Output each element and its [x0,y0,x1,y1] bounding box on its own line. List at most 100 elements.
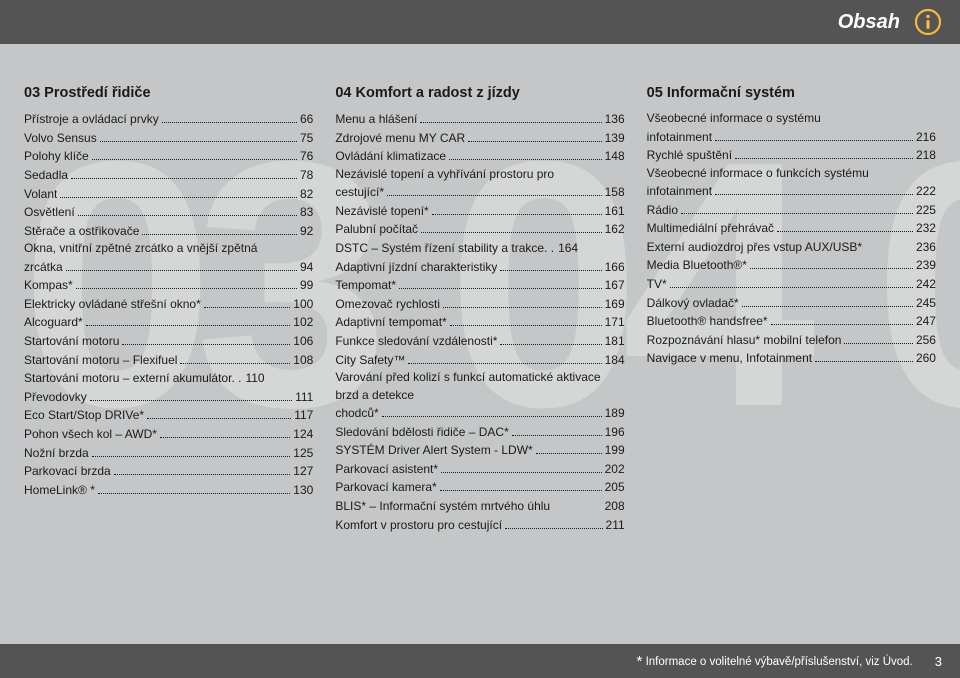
toc-label: Parkovací asistent* [335,460,438,479]
toc-page: 161 [605,202,625,221]
toc-page: 247 [916,312,936,331]
toc-label: Media Bluetooth®* [647,256,747,275]
toc-label: Startování motoru – Flexifuel [24,351,177,370]
toc-label: Dálkový ovladač* [647,294,739,313]
toc-dots [399,288,602,289]
toc-label: Kompas* [24,276,73,295]
toc-dots [147,418,291,419]
toc-entry: Všeobecné informace o funkcích systému [647,165,936,182]
toc-page: 148 [605,147,625,166]
toc-dots [420,122,601,123]
toc-dots [450,325,602,326]
toc-entry: Externí audiozdroj přes vstup AUX/USB*23… [647,238,936,257]
toc-label: Elektricky ovládané střešní okno* [24,295,201,314]
toc-page: 130 [293,481,313,500]
toc-label: Startování motoru [24,332,119,351]
toc-label: Sedadla [24,166,68,185]
toc-label: Stěrače a ostřikovače [24,222,139,241]
toc-dots [90,400,292,401]
toc-page: 75 [300,129,313,148]
toc-page: 164 [558,239,578,258]
info-icon [914,8,942,36]
toc-page: 102 [293,313,313,332]
toc-label: Externí audiozdroj přes vstup AUX/USB* [647,238,862,257]
toc-label: Adaptivní jízdní charakteristiky [335,258,497,277]
toc-label: Rozpoznávání hlasu* mobilní telefon [647,331,842,350]
toc-page: 100 [293,295,313,314]
toc-page: 158 [605,183,625,202]
header-bar: Obsah [0,0,960,44]
toc-label: Startování motoru – externí akumulátor. … [24,369,241,388]
toc-dots [505,528,602,529]
toc-dots [100,141,297,142]
toc-dots [76,288,297,289]
toc-page: 218 [916,146,936,165]
toc-page: 202 [605,460,625,479]
toc-label: Nezávislé topení* [335,202,428,221]
toc-entry: Parkovací kamera*205 [335,478,624,497]
toc-label: Adaptivní tempomat* [335,313,446,332]
toc-label: TV* [647,275,667,294]
toc-dots [449,159,602,160]
toc-dots [670,287,913,288]
toc-label: Multimediální přehrávač [647,219,774,238]
toc-dots [92,456,291,457]
toc-entry: Media Bluetooth®* 239 [647,256,936,275]
toc-page: 242 [916,275,936,294]
toc-page: 167 [605,276,625,295]
toc-dots [142,234,297,235]
toc-entry: Polohy klíče76 [24,147,313,166]
toc-entry: Osvětlení83 [24,203,313,222]
toc-page: 124 [293,425,313,444]
toc-dots [777,231,913,232]
toc-entry: Převodovky111 [24,388,313,407]
toc-col-05: 05 Informační systémVšeobecné informace … [647,84,936,534]
toc-entry: Startování motoru – externí akumulátor. … [24,369,313,388]
toc-entry: Adaptivní tempomat* 171 [335,313,624,332]
toc-page: 125 [293,444,313,463]
toc-label: Volvo Sensus [24,129,97,148]
toc-entry: Nezávislé topení a vyhřívání prostoru pr… [335,166,624,183]
toc-entry: Rádio225 [647,201,936,220]
toc-page: 166 [605,258,625,277]
toc-entry: Ovládání klimatizace148 [335,147,624,166]
toc-dots [432,214,602,215]
toc-label: Zdrojové menu MY CAR [335,129,465,148]
toc-label: Sledování bdělosti řidiče – DAC* [335,423,508,442]
toc-dots [771,324,913,325]
toc-page: 99 [300,276,313,295]
toc-label: Volant [24,185,57,204]
toc-dots [92,159,297,160]
toc-entry: infotainment222 [647,182,936,201]
toc-entry: Sedadla78 [24,166,313,185]
footnote-text: Informace o volitelné výbavě/příslušenst… [646,656,913,668]
toc-page: 106 [293,332,313,351]
toc-entry: TV* 242 [647,275,936,294]
toc-dots [742,306,913,307]
toc-dots [715,140,913,141]
toc-entry: Parkovací brzda127 [24,462,313,481]
toc-dots [500,344,601,345]
toc-page: 83 [300,203,313,222]
toc-entry: Rozpoznávání hlasu* mobilní telefon256 [647,331,936,350]
toc-page: 196 [605,423,625,442]
toc-page: 139 [605,129,625,148]
toc-label: Komfort v prostoru pro cestující [335,516,502,535]
toc-entry: Omezovač rychlosti169 [335,295,624,314]
toc-entry: Nožní brzda125 [24,444,313,463]
toc-dots [382,416,602,417]
toc-col-04: 04 Komfort a radost z jízdyMenu a hlášen… [335,84,624,534]
toc-label: HomeLink® * [24,481,95,500]
toc-entry: Všeobecné informace o systému [647,110,936,127]
toc-page: 181 [605,332,625,351]
toc-page: 171 [605,313,625,332]
toc-entry: zrcátka94 [24,258,313,277]
toc-col-03: 03 Prostředí řidičePřístroje a ovládací … [24,84,313,534]
toc-label: Parkovací brzda [24,462,111,481]
toc-page: 239 [916,256,936,275]
toc-entry: Elektricky ovládané střešní okno* 100 [24,295,313,314]
toc-label: Bluetooth® handsfree* [647,312,768,331]
toc-entry: Zdrojové menu MY CAR 139 [335,129,624,148]
toc-label: BLIS* – Informační systém mrtvého úhlu [335,497,550,516]
toc-label: Přístroje a ovládací prvky [24,110,159,129]
